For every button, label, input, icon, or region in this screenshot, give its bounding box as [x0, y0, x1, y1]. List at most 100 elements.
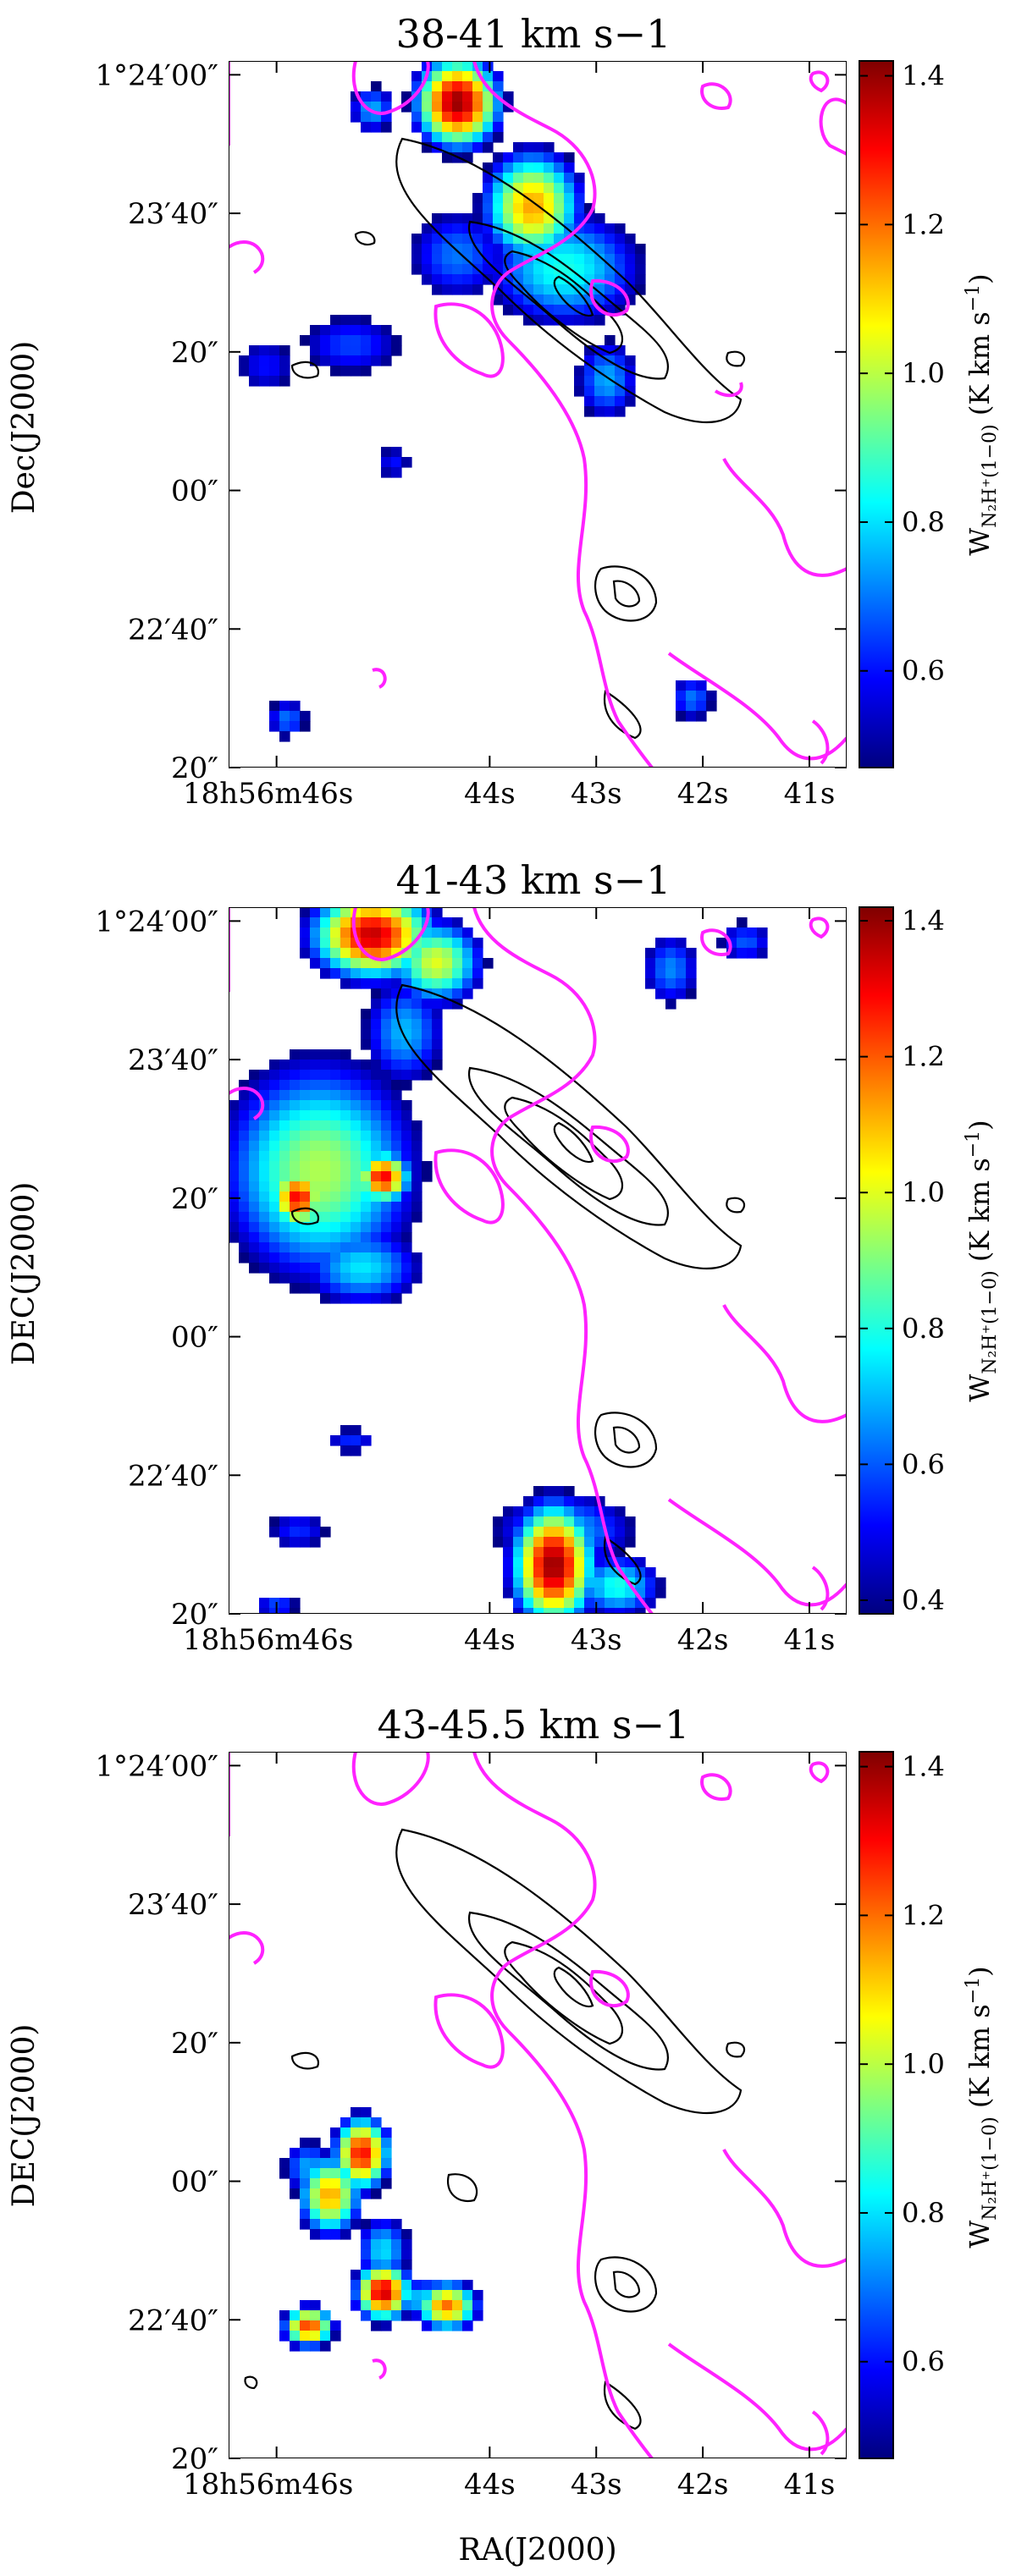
- map-pixel: [381, 2300, 392, 2311]
- map-pixel: [279, 1608, 290, 1614]
- map-pixel: [554, 1557, 565, 1568]
- map-pixel: [401, 1070, 412, 1081]
- map-pixel: [452, 254, 463, 265]
- colorbar-tick-label: 0.6: [902, 2346, 945, 2378]
- map-pixel: [422, 2310, 433, 2321]
- map-pixel: [279, 2310, 290, 2321]
- map-pixel: [584, 406, 595, 417]
- map-pixel: [310, 2188, 321, 2199]
- colorbar-tick-label: 1.4: [902, 905, 945, 937]
- map-pixel: [483, 213, 494, 224]
- colorbar-tick-label: 0.8: [902, 2197, 945, 2229]
- map-pixel: [300, 2138, 311, 2149]
- map-pixel: [361, 2229, 372, 2240]
- map-pixel: [361, 325, 372, 336]
- panel-3-colorbar-ticks: 1.4 1.2 1.0 0.8 0.6: [859, 1751, 945, 2378]
- map-pixel: [574, 1506, 585, 1517]
- map-pixel: [310, 917, 321, 928]
- map-pixel: [259, 355, 270, 366]
- map-pixel: [361, 1171, 372, 1182]
- map-pixel: [523, 1557, 534, 1568]
- map-pixel: [411, 1141, 422, 1152]
- map-pixel: [361, 2219, 372, 2230]
- map-pixel: [361, 1141, 372, 1152]
- map-pixel: [239, 1232, 250, 1243]
- map-pixel: [615, 264, 626, 275]
- x-tick-label: 41s: [784, 1623, 836, 1657]
- map-pixel: [381, 1120, 392, 1131]
- map-pixel: [290, 2148, 301, 2159]
- map-pixel: [371, 1171, 382, 1182]
- map-pixel: [290, 2158, 301, 2169]
- map-pixel: [381, 917, 392, 928]
- map-pixel: [269, 1171, 280, 1182]
- map-pixel: [401, 1192, 412, 1203]
- map-pixel: [381, 102, 392, 113]
- map-pixel: [625, 274, 636, 285]
- map-pixel: [361, 91, 372, 102]
- map-pixel: [665, 938, 676, 949]
- map-pixel: [310, 2219, 321, 2230]
- map-pixel: [665, 988, 676, 999]
- map-pixel: [361, 1110, 372, 1121]
- map-pixel: [564, 1527, 575, 1538]
- map-pixel: [310, 1171, 321, 1182]
- map-pixel: [584, 1608, 595, 1614]
- map-pixel: [432, 213, 443, 224]
- x-tick-label: 43s: [571, 2468, 622, 2502]
- map-pixel: [391, 1070, 402, 1081]
- map-pixel: [574, 1516, 585, 1527]
- map-pixel: [300, 1120, 311, 1131]
- map-pixel: [645, 1588, 656, 1599]
- map-pixel: [737, 917, 748, 928]
- map-pixel: [544, 1557, 555, 1568]
- map-pixel: [320, 1090, 331, 1101]
- map-pixel: [584, 376, 595, 387]
- x-tick-label: 44s: [464, 777, 516, 811]
- map-pixel: [584, 1598, 595, 1609]
- map-pixel: [361, 2138, 372, 2149]
- map-pixel: [472, 958, 483, 969]
- map-pixel: [371, 1202, 382, 1213]
- map-pixel: [259, 1212, 270, 1223]
- map-pixel: [361, 112, 372, 123]
- map-pixel: [605, 223, 616, 234]
- map-pixel: [391, 1060, 402, 1071]
- map-pixel: [615, 1506, 626, 1517]
- map-pixel: [696, 691, 707, 702]
- map-pixel: [290, 1131, 301, 1142]
- map-pixel: [340, 1445, 351, 1456]
- map-pixel: [381, 2320, 392, 2331]
- map-pixel: [564, 254, 575, 265]
- map-pixel: [310, 1090, 321, 1101]
- map-pixel: [594, 264, 605, 275]
- map-pixel: [330, 2219, 341, 2230]
- map-pixel: [513, 193, 524, 204]
- map-pixel: [625, 396, 636, 407]
- map-pixel: [371, 2188, 382, 2199]
- map-pixel: [269, 711, 280, 722]
- map-pixel: [523, 142, 534, 153]
- map-pixel: [269, 1080, 280, 1091]
- map-pixel: [361, 2107, 372, 2118]
- map-pixel: [351, 2148, 362, 2159]
- map-pixel: [340, 335, 351, 346]
- map-pixel: [544, 1527, 555, 1538]
- map-pixel: [300, 1090, 311, 1101]
- map-pixel: [300, 948, 311, 959]
- map-pixel: [605, 386, 616, 397]
- map-pixel: [371, 1090, 382, 1101]
- map-pixel: [442, 122, 453, 133]
- map-pixel: [401, 1141, 412, 1152]
- map-pixel: [351, 345, 362, 356]
- map-pixel: [554, 1608, 565, 1614]
- map-pixel: [493, 294, 504, 305]
- map-pixel: [655, 948, 666, 959]
- map-pixel: [452, 264, 463, 275]
- map-pixel: [239, 1131, 250, 1142]
- map-pixel: [381, 1070, 392, 1081]
- map-pixel: [259, 1598, 270, 1609]
- map-pixel: [371, 325, 382, 336]
- map-pixel: [361, 938, 372, 949]
- map-pixel: [340, 1212, 351, 1223]
